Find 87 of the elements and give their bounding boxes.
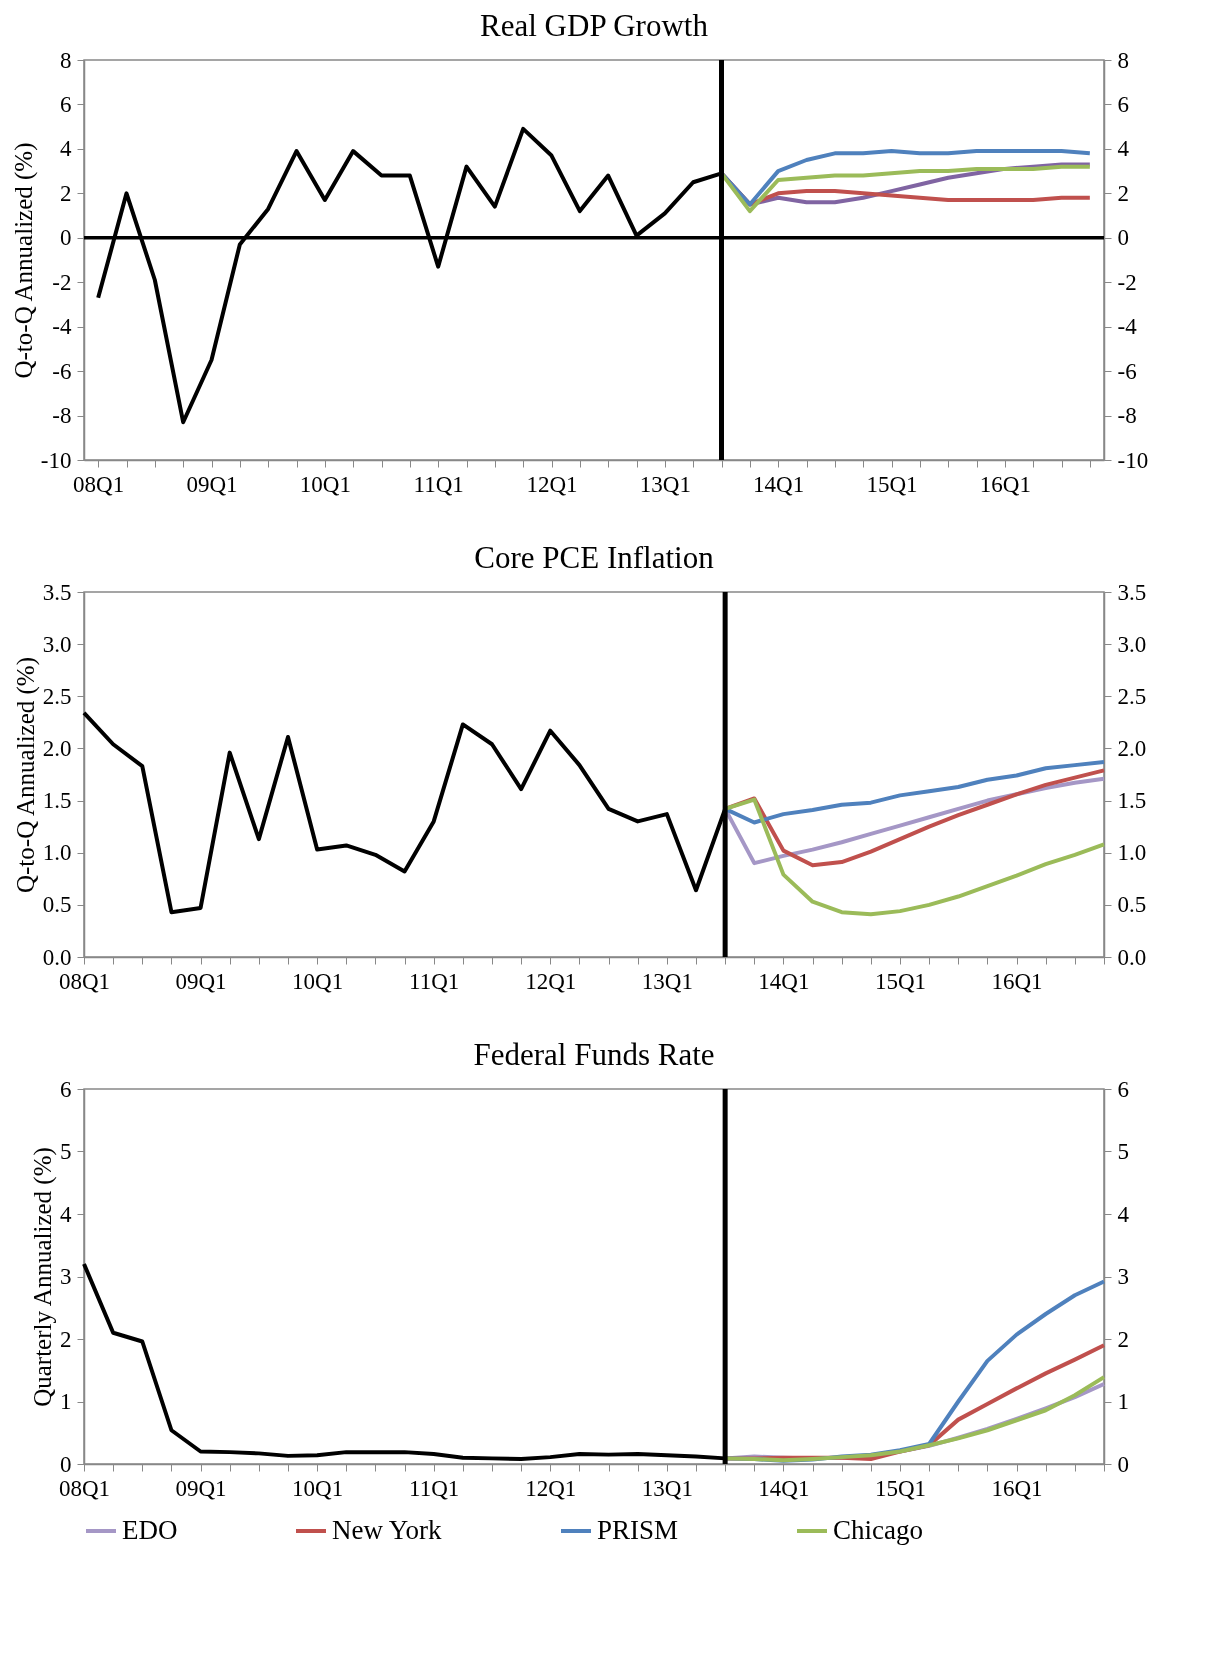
y-tick-label: 0.5 (42, 892, 72, 918)
y2-tick-label: -2 (1117, 269, 1137, 295)
y-tick-label: 3.5 (42, 579, 72, 605)
x-tick-label: 10Q1 (299, 471, 351, 497)
y-tick-label: 4 (60, 136, 72, 162)
x-tick-label: 12Q1 (525, 1475, 577, 1501)
x-tick-label: 09Q1 (175, 968, 227, 994)
x-tick-label: 09Q1 (186, 471, 238, 497)
y-tick-label: 2.5 (42, 683, 72, 709)
y-tick-label: 1.0 (42, 840, 72, 866)
y-axis-title: Quarterly Annualized (%) (29, 1147, 57, 1407)
x-tick-label: 08Q1 (58, 1475, 111, 1501)
y-axis-title: Q-to-Q Annualized (%) (11, 656, 40, 894)
y2-tick-label: 8 (1117, 47, 1129, 73)
y-tick-label: -10 (40, 447, 72, 473)
chart-title: Real GDP Growth (480, 8, 709, 43)
y-tick-label: 5 (60, 1139, 72, 1164)
x-tick-label: 13Q1 (639, 471, 691, 497)
chart-title: Federal Funds Rate (473, 1037, 715, 1072)
y-tick-label: 0.0 (42, 944, 72, 970)
y-tick-label: 6 (60, 91, 72, 117)
y-tick-label: 3.0 (42, 631, 72, 657)
x-tick-label: 08Q1 (58, 968, 111, 994)
y-tick-label: 1.5 (42, 788, 72, 814)
y-tick-label: 1 (60, 1389, 72, 1414)
x-tick-label: 16Q1 (991, 968, 1043, 994)
y2-tick-label: 0 (1117, 225, 1129, 251)
x-tick-label: 11Q1 (409, 968, 460, 994)
y2-tick-label: 5 (1117, 1139, 1129, 1164)
y2-tick-label: 3.5 (1117, 579, 1147, 605)
x-tick-label: 15Q1 (866, 471, 918, 497)
y2-tick-label: 6 (1117, 91, 1129, 117)
y2-tick-label: 2 (1117, 1326, 1129, 1352)
y-tick-label: 2 (60, 180, 72, 206)
y-tick-label: -4 (52, 314, 72, 340)
y2-tick-label: 1.0 (1117, 840, 1147, 866)
x-tick-label: 08Q1 (73, 471, 125, 497)
y2-tick-label: -6 (1117, 358, 1137, 384)
y-tick-label: 4 (60, 1201, 72, 1227)
y2-tick-label: 0 (1117, 1451, 1129, 1477)
legend-label: New York (332, 1515, 443, 1545)
x-tick-label: 14Q1 (753, 471, 805, 497)
y-tick-label: 6 (60, 1076, 72, 1102)
y2-tick-label: 0.0 (1117, 944, 1147, 970)
y2-tick-label: 6 (1117, 1076, 1129, 1102)
legend-label: PRISM (597, 1515, 679, 1545)
y-axis-title: Q-to-Q Annualized (%) (9, 142, 38, 379)
y2-tick-label: 2.0 (1117, 735, 1147, 761)
chart-title: Core PCE Inflation (474, 540, 715, 575)
y-tick-label: 8 (60, 47, 72, 73)
x-tick-label: 12Q1 (526, 471, 578, 497)
y-tick-label: -6 (52, 358, 72, 384)
x-tick-label: 14Q1 (758, 1475, 810, 1501)
y-tick-label: 2 (60, 1326, 72, 1352)
x-tick-label: 13Q1 (641, 1475, 693, 1501)
x-tick-label: 16Q1 (979, 471, 1031, 497)
x-tick-label: 15Q1 (874, 968, 927, 994)
y2-tick-label: 3 (1117, 1264, 1129, 1289)
x-tick-label: 11Q1 (409, 1475, 460, 1501)
y-tick-label: 2.0 (42, 735, 72, 761)
x-tick-label: 11Q1 (413, 471, 464, 497)
y-tick-label: 0 (60, 225, 72, 251)
x-tick-label: 09Q1 (175, 1475, 227, 1501)
y2-tick-label: 3.0 (1117, 631, 1147, 657)
legend-label: EDO (122, 1515, 178, 1545)
legend-label: Chicago (833, 1515, 923, 1545)
x-tick-label: 12Q1 (525, 968, 577, 994)
x-tick-label: 14Q1 (758, 968, 810, 994)
x-tick-label: 10Q1 (292, 1475, 344, 1501)
y-tick-label: -2 (52, 269, 72, 295)
y2-tick-label: -8 (1117, 403, 1137, 429)
y2-tick-label: -4 (1117, 314, 1138, 340)
x-tick-label: 15Q1 (874, 1475, 927, 1501)
x-tick-label: 16Q1 (991, 1475, 1043, 1501)
y2-tick-label: 2.5 (1117, 683, 1147, 709)
y-tick-label: 0 (60, 1451, 72, 1477)
x-tick-label: 13Q1 (641, 968, 693, 994)
y2-tick-label: 1.5 (1117, 788, 1147, 814)
y-tick-label: 3 (60, 1264, 72, 1289)
y-tick-label: -8 (52, 403, 72, 429)
x-tick-label: 10Q1 (292, 968, 344, 994)
y2-tick-label: 0.5 (1117, 892, 1147, 918)
y2-tick-label: 4 (1117, 1201, 1130, 1227)
y2-tick-label: 4 (1117, 136, 1130, 162)
y2-tick-label: -10 (1117, 447, 1149, 473)
y2-tick-label: 1 (1117, 1389, 1129, 1414)
y2-tick-label: 2 (1117, 180, 1129, 206)
